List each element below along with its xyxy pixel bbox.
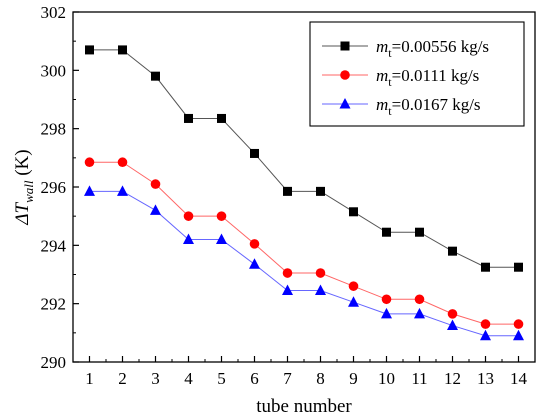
data-point — [217, 113, 226, 123]
legend-entry: mt=0.0111 kg/s — [322, 66, 479, 89]
data-point — [447, 309, 458, 319]
data-point — [150, 204, 161, 215]
data-point — [282, 268, 293, 278]
data-point — [316, 186, 325, 196]
legend-entry: mt=0.0167 kg/s — [322, 95, 481, 118]
data-point — [513, 329, 524, 341]
x-tick-label: 10 — [378, 369, 395, 388]
series-line — [89, 49, 519, 268]
data-point — [480, 319, 491, 329]
data-point — [283, 186, 292, 196]
data-point — [151, 71, 160, 81]
data-point — [117, 157, 128, 168]
x-axis-title: tube number — [256, 396, 352, 417]
x-tick-label: 5 — [217, 369, 226, 388]
data-point — [84, 185, 95, 196]
data-point — [348, 296, 359, 307]
x-tick-label: 1 — [85, 369, 94, 388]
data-point — [513, 319, 524, 329]
data-point — [349, 207, 358, 217]
data-point — [249, 258, 260, 269]
y-tick-label: 300 — [41, 61, 67, 80]
legend: mt=0.00556 kg/s mt=0.0111 kg/s mt=0.0167 k… — [309, 21, 525, 127]
x-tick-label: 2 — [118, 369, 127, 388]
series-line — [89, 161, 519, 325]
data-point — [250, 148, 259, 158]
y-tick-label: 296 — [41, 178, 67, 197]
data-point — [184, 113, 193, 123]
legend-label: mt=0.0167 kg/s — [376, 95, 481, 118]
data-point — [448, 246, 457, 256]
data-point — [381, 294, 392, 305]
data-point — [282, 284, 293, 296]
data-point — [183, 233, 194, 244]
data-point — [514, 262, 523, 272]
plot-marks — [84, 45, 524, 341]
data-point — [415, 227, 424, 237]
data-point — [382, 227, 391, 237]
data-point — [414, 294, 425, 305]
data-point — [414, 307, 425, 319]
y-axis-title-subscript: wall — [21, 180, 36, 203]
x-tick-label: 4 — [184, 369, 193, 388]
data-point — [447, 319, 458, 331]
y-tick-label: 290 — [41, 353, 67, 372]
y-axis-title: ΔTwall (K) — [12, 149, 36, 225]
x-tick-label: 14 — [510, 369, 528, 388]
data-point — [315, 284, 326, 296]
data-point — [481, 262, 490, 272]
legend-marker — [339, 98, 351, 109]
legend-marker — [340, 70, 350, 80]
y-axis-title-unit: (K) — [12, 149, 33, 180]
data-point — [118, 45, 127, 55]
data-point — [216, 233, 227, 244]
data-point — [84, 157, 95, 168]
y-axis-title-main: ΔT — [12, 201, 33, 225]
x-tick-label: 13 — [477, 369, 494, 388]
series-1 — [85, 45, 523, 272]
data-point — [381, 307, 392, 319]
data-point — [117, 185, 128, 196]
data-point — [315, 268, 326, 278]
axis-ticks — [73, 11, 520, 363]
x-tick-label: 12 — [444, 369, 461, 388]
x-tick-label: 3 — [151, 369, 160, 388]
legend-label: mt=0.0111 kg/s — [376, 66, 479, 89]
legend-entry: mt=0.00556 kg/s — [322, 37, 489, 60]
data-point — [348, 281, 359, 291]
data-point — [480, 329, 491, 341]
data-point — [85, 45, 94, 55]
y-tick-label: 298 — [41, 120, 67, 139]
data-point — [183, 211, 194, 221]
series-line — [89, 190, 519, 337]
legend-marker — [340, 41, 350, 51]
y-tick-label: 302 — [41, 3, 67, 22]
y-tick-label: 292 — [41, 295, 67, 314]
y-tick-label: 294 — [41, 236, 67, 255]
x-tick-label: 6 — [250, 369, 259, 388]
x-tick-label: 11 — [411, 369, 427, 388]
series-3 — [84, 185, 524, 341]
legend-label: mt=0.00556 kg/s — [376, 37, 489, 60]
data-point — [249, 239, 260, 249]
series-2 — [84, 157, 524, 329]
x-tick-label: 8 — [316, 369, 325, 388]
data-point — [216, 211, 227, 221]
x-tick-label: 7 — [283, 369, 292, 388]
x-tick-label: 9 — [349, 369, 358, 388]
data-point — [150, 179, 161, 189]
